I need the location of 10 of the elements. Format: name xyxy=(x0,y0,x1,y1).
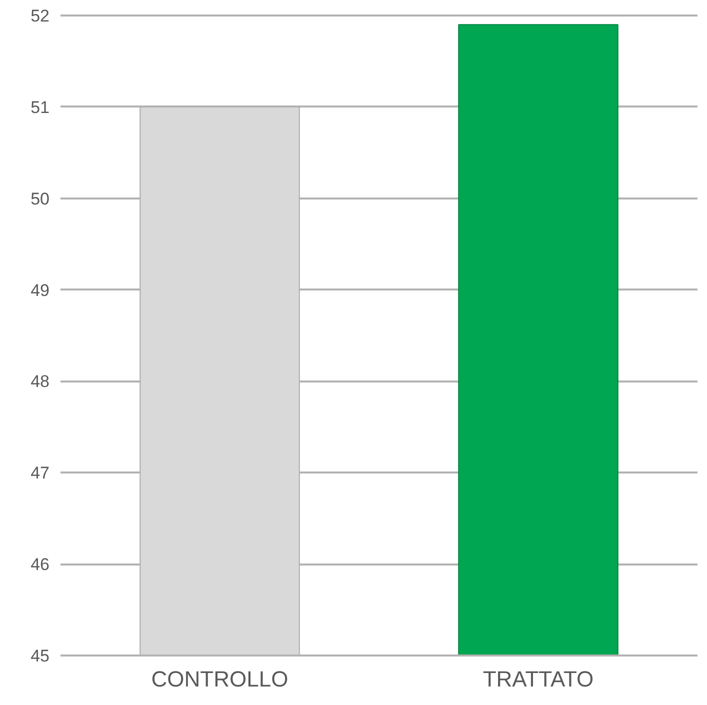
y-tick-label: 45 xyxy=(30,646,50,666)
y-tick-label: 50 xyxy=(30,189,50,208)
y-tick-label: 49 xyxy=(30,280,50,300)
y-tick-label: 46 xyxy=(30,555,50,574)
x-tick-label: TRATTATO xyxy=(482,666,594,692)
y-tick-label: 47 xyxy=(30,464,50,483)
y-tick-label: 48 xyxy=(30,372,50,392)
y-tick-label: 51 xyxy=(30,98,50,117)
y-tick-label: 52 xyxy=(30,6,50,26)
x-tick-label: CONTROLLO xyxy=(151,666,288,692)
